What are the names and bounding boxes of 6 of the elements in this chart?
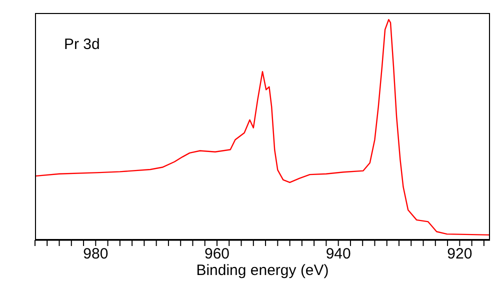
x-tick-label: 960 [204,246,230,263]
x-tick-label: 980 [83,246,108,263]
x-tick-label: 920 [447,246,472,263]
annotation: Pr 3d [64,36,100,53]
x-tick-label: 940 [326,246,351,263]
x-axis-title: Binding energy (eV) [196,262,329,279]
